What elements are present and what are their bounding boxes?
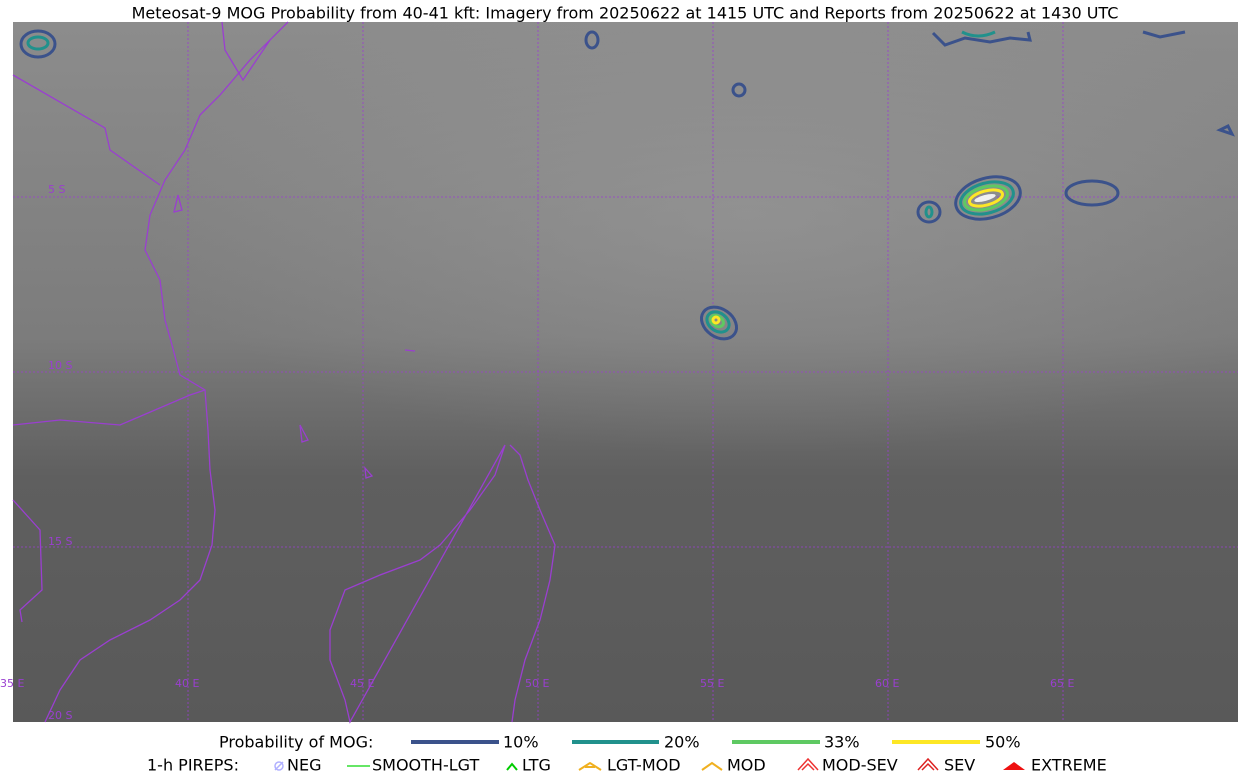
extreme-icon bbox=[1003, 762, 1025, 770]
legend-label: EXTREME bbox=[1031, 756, 1107, 775]
contour-10 bbox=[1216, 123, 1235, 137]
mod-icon bbox=[701, 761, 723, 771]
legend-label: 50% bbox=[985, 733, 1021, 752]
map: 5 S 10 S 15 S 20 S 35 E 40 E 45 E 50 E 5… bbox=[0, 21, 1238, 724]
contour-20 bbox=[924, 205, 934, 219]
lat-label: 15 S bbox=[48, 535, 72, 548]
lat-label: 20 S bbox=[48, 709, 72, 722]
border bbox=[12, 389, 206, 426]
legend-probability: Probability of MOG: 10% 20% 33% 50% bbox=[219, 733, 1021, 752]
neg-icon bbox=[274, 761, 284, 771]
lon-label: 35 E bbox=[0, 677, 24, 690]
legend-label: 10% bbox=[503, 733, 539, 752]
legend-title: Probability of MOG: bbox=[219, 733, 373, 752]
legend-label: 33% bbox=[824, 733, 860, 752]
ltg-icon bbox=[506, 762, 518, 771]
contour-10 bbox=[731, 82, 747, 98]
contour-20 bbox=[961, 30, 996, 38]
contour-50 bbox=[711, 315, 721, 325]
lon-label: 65 E bbox=[1050, 677, 1074, 690]
legend-label: 20% bbox=[664, 733, 700, 752]
contour-20 bbox=[959, 180, 1015, 216]
contour-20 bbox=[705, 310, 731, 334]
coastline bbox=[44, 21, 289, 723]
contour-33 bbox=[709, 313, 725, 329]
border bbox=[12, 74, 161, 186]
contour-10 bbox=[916, 200, 942, 224]
lgt-mod-icon bbox=[578, 761, 602, 771]
legend-label: MOD-SEV bbox=[822, 756, 898, 775]
lat-labels: 5 S 10 S 15 S 20 S bbox=[48, 183, 72, 722]
border bbox=[12, 499, 43, 623]
lat-label: 10 S bbox=[48, 359, 72, 372]
legend-label: MOD bbox=[727, 756, 766, 775]
madagascar bbox=[329, 444, 556, 724]
lat-label: 5 S bbox=[48, 183, 65, 196]
islands bbox=[173, 194, 416, 479]
legend-label: SMOOTH-LGT bbox=[372, 756, 479, 775]
border bbox=[221, 21, 271, 82]
lon-label: 50 E bbox=[525, 677, 549, 690]
contour-10 bbox=[699, 305, 739, 341]
neg-icon bbox=[274, 761, 284, 771]
contour-33 bbox=[963, 184, 1009, 212]
cloud-top bbox=[974, 193, 996, 203]
mod-sev-icon bbox=[797, 757, 819, 771]
contour-20 bbox=[26, 35, 50, 51]
legend-title: 1-h PIREPS: bbox=[147, 756, 239, 775]
legend-label: LTG bbox=[522, 756, 551, 775]
contour-10 bbox=[1142, 30, 1186, 39]
legend-label: LGT-MOD bbox=[607, 756, 681, 775]
lon-label: 45 E bbox=[350, 677, 374, 690]
cloud-haze bbox=[13, 22, 1238, 502]
legend-label: SEV bbox=[944, 756, 975, 775]
contour-10 bbox=[19, 29, 57, 59]
legend-pireps: 1-h PIREPS: NEG SMOOTH-LGT LTG LGT-MOD M… bbox=[147, 756, 1107, 775]
lon-labels: 35 E 40 E 45 E 50 E 55 E 60 E 65 E bbox=[0, 677, 1074, 690]
graticule bbox=[13, 22, 1238, 722]
contour-10 bbox=[931, 31, 1032, 47]
sev-icon bbox=[917, 757, 939, 771]
contour-10 bbox=[1064, 179, 1120, 207]
coastlines bbox=[12, 21, 556, 724]
contour-10 bbox=[584, 30, 600, 50]
contour-10 bbox=[954, 175, 1022, 221]
mog-contours bbox=[19, 29, 1235, 341]
lon-label: 60 E bbox=[875, 677, 899, 690]
lon-label: 40 E bbox=[175, 677, 199, 690]
contour-50 bbox=[967, 188, 1005, 208]
lon-label: 55 E bbox=[700, 677, 724, 690]
legend-label: NEG bbox=[287, 756, 321, 775]
title: Meteosat-9 MOG Probability from 40-41 kf… bbox=[132, 4, 1119, 23]
